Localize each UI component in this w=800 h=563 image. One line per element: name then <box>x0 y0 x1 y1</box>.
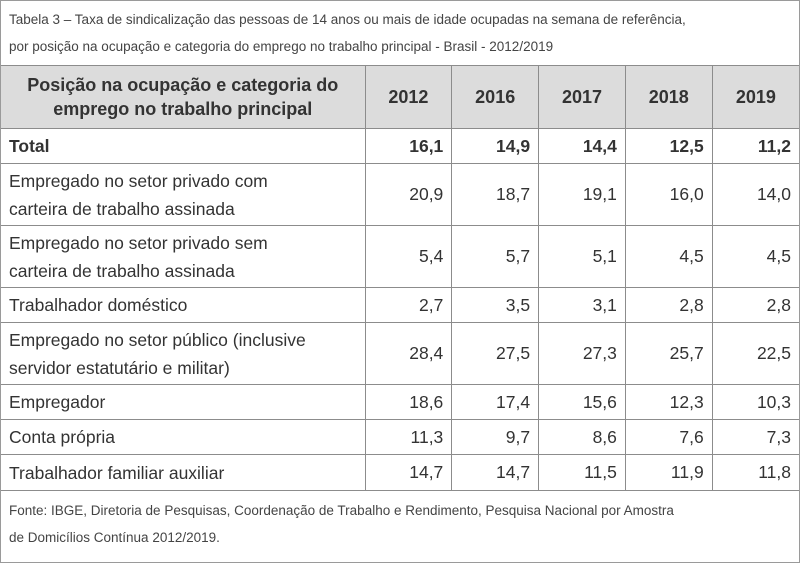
cell-value: 7,3 <box>711 419 799 455</box>
table-row: Empregado no setor privado com carteira … <box>1 163 799 226</box>
cell-value: 16,0 <box>624 163 713 226</box>
cell-value: 18,7 <box>451 163 540 226</box>
caption-line-1: Tabela 3 – Taxa de sindicalização das pe… <box>9 12 686 27</box>
cell-value: 12,5 <box>624 128 713 164</box>
cell-value: 14,7 <box>364 454 453 491</box>
cell-value: 12,3 <box>624 384 713 420</box>
cell-value: 11,9 <box>624 454 713 491</box>
row-label-line-1: Empregado no setor privado sem <box>9 232 268 253</box>
table-row: Empregado no setor público (inclusive se… <box>1 322 799 385</box>
table-row: Trabalhador familiar auxiliar 14,7 14,7 … <box>1 454 799 491</box>
row-label-line-2: servidor estatutário e militar) <box>9 357 230 378</box>
row-label-line-2: carteira de trabalho assinada <box>9 198 235 219</box>
table-row: Trabalhador doméstico 2,7 3,5 3,1 2,8 2,… <box>1 287 799 323</box>
cell-value: 27,5 <box>451 322 540 385</box>
cell-value: 8,6 <box>538 419 626 455</box>
cell-value: 2,8 <box>711 287 799 323</box>
table-source-note: Fonte: IBGE, Diretoria de Pesquisas, Coo… <box>1 491 799 551</box>
cell-value: 20,9 <box>364 163 453 226</box>
header-year-2019: 2019 <box>711 65 799 129</box>
header-year-2012: 2012 <box>364 65 453 129</box>
row-label: Trabalhador doméstico <box>1 287 366 323</box>
header-year-2017: 2017 <box>538 65 626 129</box>
table-row: Empregador 18,6 17,4 15,6 12,3 10,3 <box>1 384 799 420</box>
cell-value: 25,7 <box>624 322 713 385</box>
cell-value: 14,4 <box>538 128 626 164</box>
cell-value: 14,9 <box>451 128 540 164</box>
row-label: Empregado no setor público (inclusive se… <box>1 322 366 385</box>
header-year-2018: 2018 <box>624 65 713 129</box>
cell-value: 4,5 <box>624 225 713 288</box>
cell-value: 15,6 <box>538 384 626 420</box>
cell-value: 18,6 <box>364 384 453 420</box>
header-row: Posição na ocupação e categoria do empre… <box>1 65 799 129</box>
cell-value: 3,5 <box>451 287 540 323</box>
cell-value: 3,1 <box>538 287 626 323</box>
cell-value: 10,3 <box>711 384 799 420</box>
row-label: Total <box>1 128 366 164</box>
row-label-line-1: Empregado no setor público (inclusive <box>9 329 306 350</box>
cell-value: 16,1 <box>364 128 453 164</box>
cell-value: 11,8 <box>711 454 799 491</box>
row-label: Conta própria <box>1 419 366 455</box>
cell-value: 5,4 <box>364 225 453 288</box>
caption-line-2: por posição na ocupação e categoria do e… <box>9 39 554 54</box>
row-label: Empregado no setor privado com carteira … <box>1 163 366 226</box>
cell-value: 14,0 <box>711 163 799 226</box>
unionization-table: Posição na ocupação e categoria do empre… <box>1 65 799 491</box>
row-label: Empregado no setor privado sem carteira … <box>1 225 366 288</box>
table-row: Conta própria 11,3 9,7 8,6 7,6 7,3 <box>1 419 799 455</box>
cell-value: 5,7 <box>451 225 540 288</box>
cell-value: 2,8 <box>624 287 713 323</box>
header-year-2016: 2016 <box>451 65 540 129</box>
row-label: Trabalhador familiar auxiliar <box>1 454 366 491</box>
source-line-1: Fonte: IBGE, Diretoria de Pesquisas, Coo… <box>9 503 674 518</box>
row-label-line-2: carteira de trabalho assinada <box>9 260 235 281</box>
header-position-category: Posição na ocupação e categoria do empre… <box>1 65 366 129</box>
cell-value: 27,3 <box>538 322 626 385</box>
cell-value: 14,7 <box>451 454 540 491</box>
row-label: Empregador <box>1 384 366 420</box>
table-row: Empregado no setor privado sem carteira … <box>1 225 799 288</box>
source-line-2: de Domicílios Contínua 2012/2019. <box>9 530 220 545</box>
cell-value: 11,2 <box>711 128 799 164</box>
cell-value: 28,4 <box>364 322 453 385</box>
table-row-total: Total 16,1 14,9 14,4 12,5 11,2 <box>1 128 799 164</box>
cell-value: 5,1 <box>538 225 626 288</box>
row-label-line-1: Empregado no setor privado com <box>9 170 268 191</box>
cell-value: 4,5 <box>711 225 799 288</box>
cell-value: 2,7 <box>364 287 453 323</box>
cell-value: 11,5 <box>538 454 626 491</box>
cell-value: 11,3 <box>364 419 453 455</box>
cell-value: 9,7 <box>451 419 540 455</box>
cell-value: 22,5 <box>711 322 799 385</box>
table-caption: Tabela 3 – Taxa de sindicalização das pe… <box>1 1 799 65</box>
cell-value: 17,4 <box>451 384 540 420</box>
cell-value: 7,6 <box>624 419 713 455</box>
cell-value: 19,1 <box>538 163 626 226</box>
header-label-line-1: Posição na ocupação e categoria do <box>27 75 339 95</box>
header-label-line-2: emprego no trabalho principal <box>53 99 313 119</box>
